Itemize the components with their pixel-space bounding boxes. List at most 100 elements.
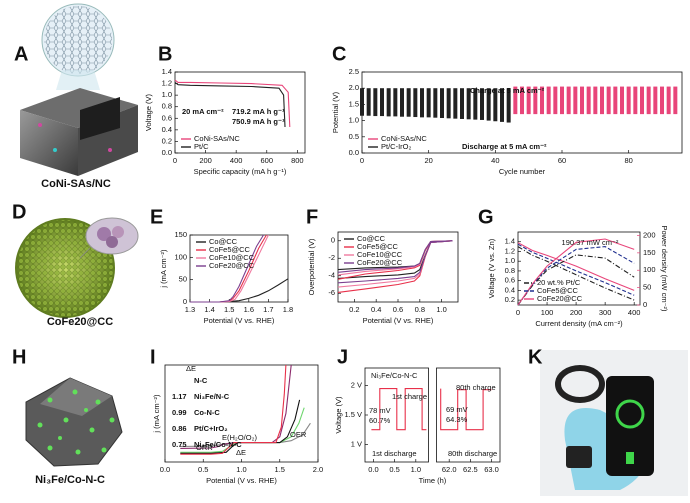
- chart-panel: 0.2 0.4 0.6 0.8 1.0 -6 -4 -2 0 Potential (V vs. R…: [307, 231, 459, 325]
- data-line: [174, 79, 291, 128]
- cycle: [500, 88, 504, 122]
- plot-frame: [189, 234, 289, 303]
- image-k: [540, 350, 688, 496]
- annotation: 1st discharge: [372, 449, 417, 458]
- legend-label: Pt/C: [194, 142, 209, 151]
- panel-letter: E: [150, 206, 163, 228]
- legend-label: CoNi-SAs/NC: [194, 134, 240, 143]
- panel-letter: J: [337, 346, 348, 368]
- annotation: ΔE: [186, 364, 196, 373]
- y-tick-label: 0.8: [505, 266, 515, 275]
- legend-label: CoFe10@CC: [209, 253, 255, 262]
- cycle: [386, 88, 391, 117]
- x-tick-label: 1.0: [411, 465, 421, 474]
- chart-panel: 0 200 400 600 800 0.0 0.2 0.4 0.6 0.8 1.0 1.2 1.4 Spe…: [144, 67, 306, 176]
- image-h: Ni₃Fe/Co-N-C: [25, 377, 123, 486]
- x-tick-label: 80: [624, 156, 632, 165]
- panel-letter: F: [306, 206, 318, 228]
- y2-tick-label: 100: [643, 265, 656, 274]
- cycle: [560, 86, 564, 115]
- x-tick-label: 0.4: [371, 305, 381, 314]
- y-tick-label: 1.4: [505, 237, 515, 246]
- delta-e-value: 0.86: [172, 424, 187, 433]
- annotation: 1st charge: [392, 392, 427, 401]
- y2-tick-label: 150: [643, 248, 656, 257]
- cycle: [653, 86, 658, 115]
- delta-e-value: 0.75: [172, 440, 187, 449]
- series-label: Ni₃Fe/Co-N-C: [194, 440, 242, 449]
- image-a: CoNi-SAs/NC: [20, 3, 138, 190]
- y-tick-label: -4: [328, 271, 335, 280]
- annotation: 78 mV: [369, 406, 391, 415]
- cycle: [646, 86, 651, 115]
- annotation: 60.7%: [369, 416, 391, 425]
- y-tick-label: 50: [179, 275, 187, 284]
- y2-axis-label: Power density (mW cm⁻²): [660, 225, 669, 312]
- series-label: N-C: [194, 376, 208, 385]
- chart-panel: 0.0 0.5 1.0 1.5 2.0 Potential (V vs. RHE) j (m…: [152, 364, 323, 485]
- cycle: [540, 86, 544, 115]
- plot-frame: [517, 231, 641, 306]
- y-tick-label: 0.8: [162, 102, 172, 111]
- plot-frame: [436, 367, 501, 463]
- legend-label: CoFe5@CC: [209, 245, 251, 254]
- cycle: [400, 88, 404, 117]
- annotation: 20 mA cm⁻²: [182, 107, 224, 116]
- x-tick-label: 60: [558, 156, 566, 165]
- data-line: [190, 234, 264, 303]
- x-tick-label: 0.0: [160, 465, 170, 474]
- y-axis-label: Voltage (V): [334, 396, 343, 434]
- y-tick-label: 2.5: [349, 67, 359, 76]
- y-tick-label: 1.2: [162, 79, 172, 88]
- x-tick-label: 1.0: [236, 465, 246, 474]
- legend-label: CoFe10@CC: [357, 250, 403, 259]
- x-tick-label: 0.2: [349, 305, 359, 314]
- y-tick-label: 1.5: [349, 99, 359, 108]
- data-line: [517, 243, 635, 296]
- cycle: [413, 88, 418, 118]
- x-tick-label: 63.0: [484, 465, 499, 474]
- annotation: 190.37 mW cm⁻²: [562, 238, 619, 247]
- x-tick-label: 1.6: [244, 305, 254, 314]
- y-tick-label: -2: [328, 253, 335, 262]
- y-tick-label: 1.2: [505, 246, 515, 255]
- x-tick-label: 200: [199, 156, 212, 165]
- legend-label: Pt/C-IrO₂: [381, 142, 411, 151]
- panel-letter: K: [528, 346, 543, 368]
- data-line: [174, 81, 286, 128]
- chart-panel: 0 20 40 60 80 0.0 0.5 1.0 1.5 2.0 2.5 Cycle number P…: [331, 67, 683, 176]
- cycle: [533, 86, 538, 115]
- y-tick-label: 0: [331, 236, 335, 245]
- y-tick-label: 2.0: [349, 83, 359, 92]
- image-caption: CoFe20@CC: [47, 316, 113, 328]
- cycle: [380, 88, 384, 117]
- y-tick-label: 0: [183, 297, 187, 306]
- chart-panel: 1.3 1.4 1.5 1.6 1.7 1.8 0 50 100 150 Potential (V …: [159, 230, 293, 325]
- y-tick-label: 1.0: [505, 256, 515, 265]
- x-tick-label: 600: [261, 156, 274, 165]
- x-tick-label: 0.5: [198, 465, 208, 474]
- cycle: [486, 88, 491, 121]
- cycle: [460, 88, 464, 119]
- cycle: [420, 88, 424, 118]
- x-tick-label: 300: [599, 308, 612, 317]
- x-tick-label: 400: [628, 308, 641, 317]
- y-tick-label: 0.4: [162, 125, 172, 134]
- cycle: [440, 88, 444, 119]
- x-tick-label: 1.5: [275, 465, 285, 474]
- data-line: [337, 240, 453, 284]
- cycle: [593, 86, 598, 115]
- panel-letter: G: [478, 206, 494, 228]
- panel-letter: A: [14, 43, 28, 65]
- y-tick-label: 2 V: [351, 381, 362, 390]
- cycle: [633, 86, 638, 115]
- series-label: Co-N-C: [194, 408, 220, 417]
- y-axis-label: j (mA cm⁻²): [159, 249, 168, 289]
- x-axis-label: Potential (V vs. RHE): [206, 476, 277, 485]
- cycle: [473, 88, 478, 120]
- y-tick-label: 1.5 V: [344, 410, 362, 419]
- annotation: ORR: [196, 443, 213, 452]
- x-tick-label: 800: [291, 156, 304, 165]
- x-tick-label: 0.0: [368, 465, 378, 474]
